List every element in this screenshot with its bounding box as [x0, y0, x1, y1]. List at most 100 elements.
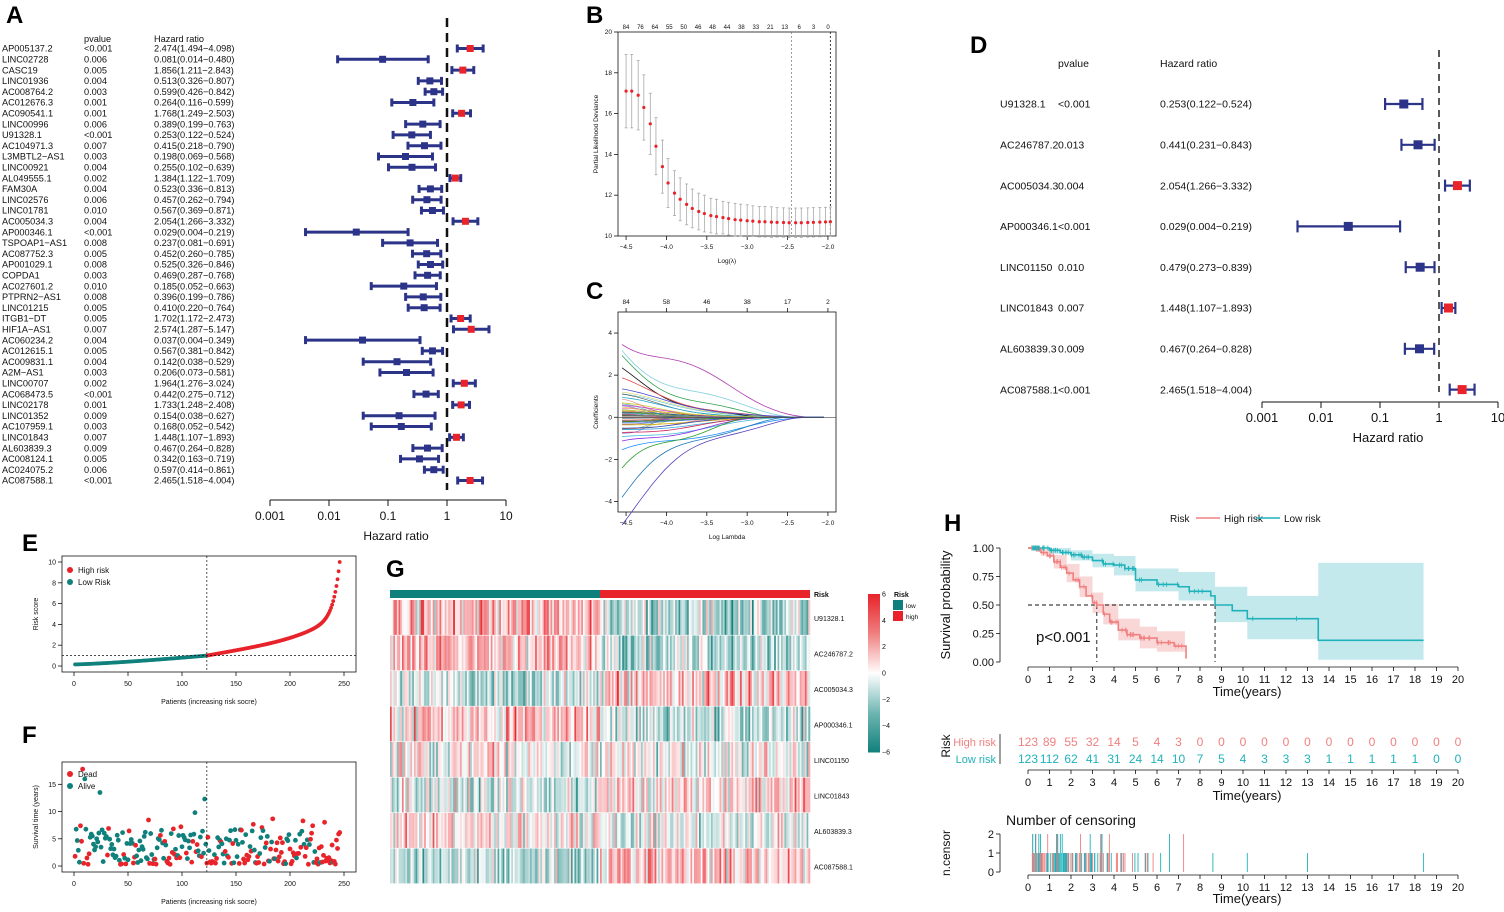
- heatmap-cell: [646, 706, 649, 742]
- heatmap-cell: [685, 777, 688, 813]
- pvalue-value: 0.003: [84, 271, 107, 281]
- heatmap-cell: [634, 813, 637, 848]
- heatmap-cell: [415, 813, 418, 848]
- heatmap-cell: [700, 706, 703, 742]
- heatmap-cell: [535, 742, 538, 777]
- top-count-label: 50: [680, 25, 687, 31]
- heatmap-cell: [743, 777, 746, 813]
- heatmap-cell: [584, 813, 587, 848]
- heatmap-cell: [408, 813, 411, 848]
- heatmap-cell: [533, 742, 536, 777]
- heatmap-cell: [483, 742, 486, 777]
- heatmap-cell: [687, 742, 690, 777]
- heatmap-cell: [767, 777, 770, 813]
- y-axis-label: Coefficients: [593, 394, 600, 429]
- heatmap-cell: [637, 813, 640, 848]
- gene-label: AC005034.3: [1000, 180, 1059, 192]
- heatmap-cell: [451, 671, 454, 706]
- heatmap-legend-title: Risk: [894, 592, 909, 599]
- heatmap-cell: [429, 848, 432, 884]
- heatmap-cell: [504, 600, 507, 635]
- heatmap-cell: [666, 742, 669, 777]
- heatmap-cell: [736, 706, 739, 742]
- heatmap-cell: [738, 706, 741, 742]
- heatmap-cell: [497, 706, 500, 742]
- heatmap-cell: [528, 635, 531, 671]
- heatmap-cell: [485, 742, 488, 777]
- survival-point: [227, 837, 232, 843]
- heatmap-cell: [477, 635, 480, 671]
- heatmap-cell: [639, 600, 642, 635]
- heatmap-cell: [475, 848, 478, 884]
- heatmap-cell: [480, 813, 483, 848]
- heatmap-cell: [647, 706, 650, 742]
- heatmap-cell: [722, 706, 725, 742]
- heatmap-cell: [574, 635, 577, 671]
- heatmap-cell: [487, 671, 490, 706]
- heatmap-cell: [804, 671, 807, 706]
- heatmap-cell: [417, 635, 420, 671]
- heatmap-cell: [495, 777, 498, 813]
- heatmap-cell: [408, 777, 411, 813]
- hr-point: [422, 390, 430, 398]
- heatmap-cell: [728, 600, 731, 635]
- heatmap-cell: [560, 742, 563, 777]
- heatmap-cell: [555, 742, 558, 777]
- heatmap-cell: [494, 813, 497, 848]
- heatmap-cell: [407, 635, 410, 671]
- top-count-label: 46: [703, 299, 711, 306]
- heatmap-cell: [506, 706, 509, 742]
- heatmap-cell: [562, 742, 565, 777]
- survival-point: [116, 857, 122, 863]
- heatmap-cell: [726, 848, 729, 884]
- km-curve-low-risk: [1028, 547, 1424, 642]
- pvalue-header: pvalue: [1058, 58, 1089, 70]
- pvalue-value: 0.005: [84, 249, 107, 259]
- heatmap-cell: [461, 706, 464, 742]
- heatmap-cell: [721, 813, 724, 848]
- heatmap-cell: [663, 706, 666, 742]
- legend-label-alive: Alive: [78, 782, 96, 791]
- heatmap-cell: [620, 813, 623, 848]
- heatmap-cell: [770, 635, 773, 671]
- heatmap-cell: [630, 706, 633, 742]
- pvalue-value: 0.009: [1058, 343, 1084, 355]
- heatmap-cell: [714, 600, 717, 635]
- x-tick-label: −2.5: [781, 244, 794, 251]
- heatmap-cell: [765, 706, 768, 742]
- heatmap-cell: [395, 706, 398, 742]
- pvalue-value: 0.003: [84, 422, 107, 432]
- heatmap-cell: [577, 706, 580, 742]
- heatmap-cell: [492, 600, 495, 635]
- survival-point: [178, 824, 184, 830]
- gene-label: AC068473.5: [2, 389, 53, 399]
- heatmap-cell: [482, 671, 485, 706]
- heatmap-cell: [405, 848, 408, 884]
- heatmap-cell: [531, 600, 534, 635]
- heatmap-cell: [538, 742, 541, 777]
- heatmap-cell: [448, 600, 451, 635]
- heatmap-cell: [422, 742, 425, 777]
- heatmap-cell: [707, 706, 710, 742]
- survival-point: [111, 846, 117, 852]
- heatmap-cell: [477, 671, 480, 706]
- heatmap-cell: [582, 848, 585, 884]
- heatmap-cell: [663, 813, 666, 848]
- heatmap-cell: [757, 635, 760, 671]
- heatmap-cell: [668, 671, 671, 706]
- top-count-label: 44: [724, 25, 731, 31]
- hazard-ratio-value: 2.054(1.266−3.332): [1160, 180, 1252, 192]
- coefficient-path: [621, 344, 824, 418]
- heatmap-cell: [574, 600, 577, 635]
- heatmap-cell: [533, 600, 536, 635]
- heatmap-cell: [489, 635, 492, 671]
- heatmap-cell: [710, 635, 713, 671]
- heatmap-cell: [671, 813, 674, 848]
- heatmap-cell: [584, 600, 587, 635]
- top-count-label: 84: [623, 25, 630, 31]
- heatmap-cell: [512, 742, 515, 777]
- survival-point: [78, 823, 83, 829]
- heatmap-cell: [705, 671, 708, 706]
- heatmap-cell: [630, 848, 633, 884]
- gene-label: LINC00921: [2, 163, 48, 173]
